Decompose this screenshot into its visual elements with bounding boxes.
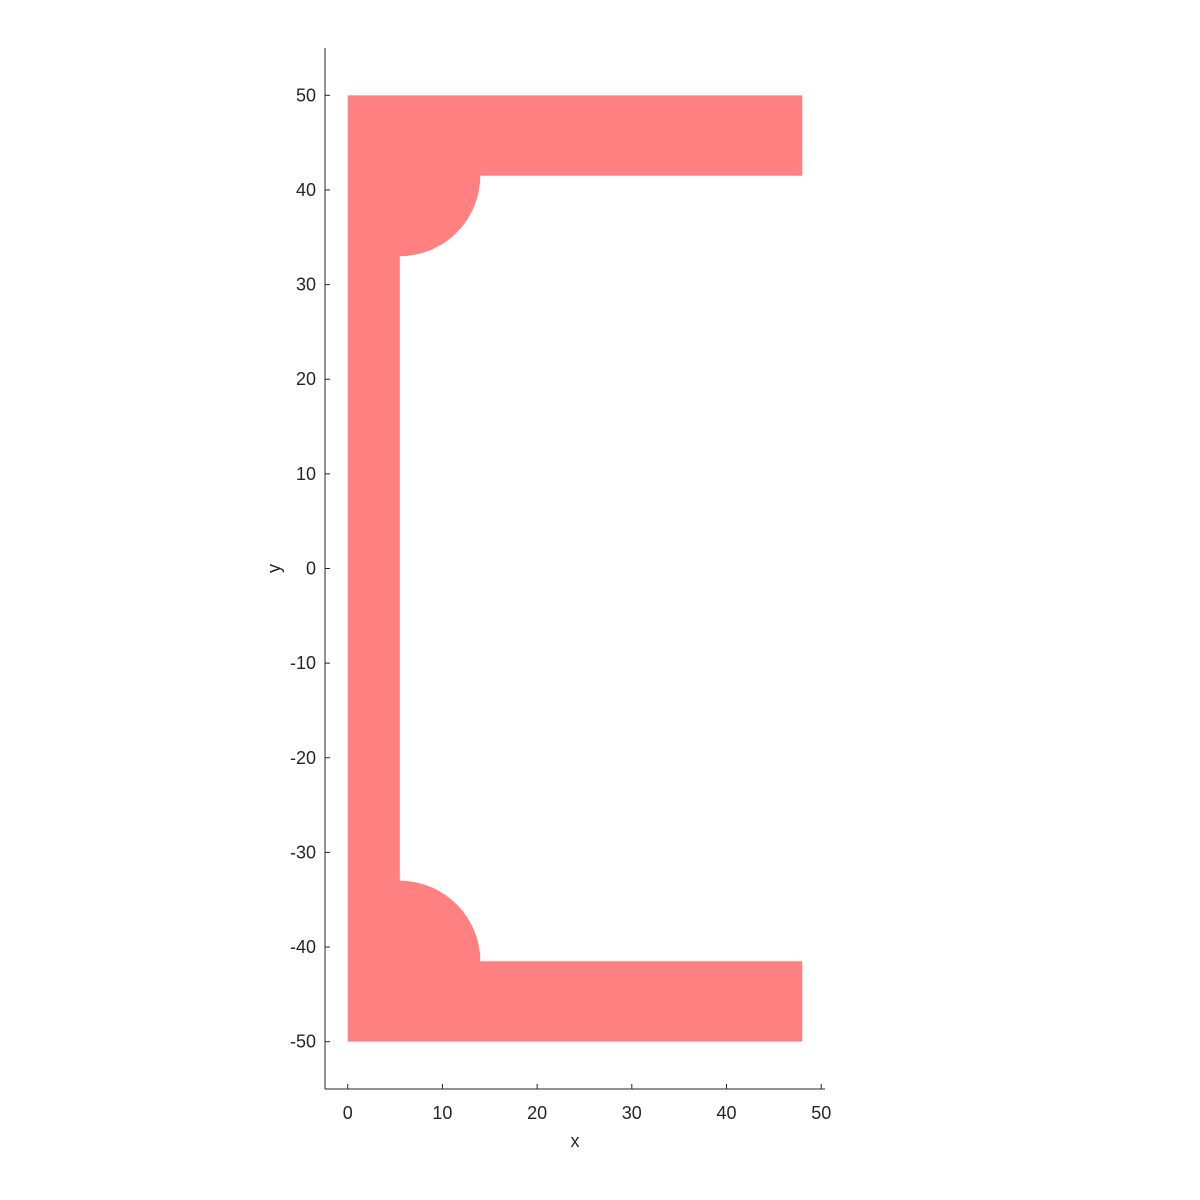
y-tick-label: 40 xyxy=(296,180,316,200)
y-tick-label: -10 xyxy=(290,653,316,673)
y-tick-label: 20 xyxy=(296,369,316,389)
y-tick-label: -30 xyxy=(290,842,316,862)
y-tick-label: 10 xyxy=(296,464,316,484)
y-tick-label: -40 xyxy=(290,937,316,957)
x-tick-label: 30 xyxy=(622,1103,642,1123)
y-tick-label: -20 xyxy=(290,748,316,768)
x-tick-label: 20 xyxy=(527,1103,547,1123)
x-tick-label: 10 xyxy=(432,1103,452,1123)
y-axis-label: y xyxy=(264,564,284,573)
x-tick-label: 50 xyxy=(811,1103,831,1123)
x-tick-label: 0 xyxy=(343,1103,353,1123)
y-tick-label: -50 xyxy=(290,1032,316,1052)
x-axis-label: x xyxy=(571,1131,580,1151)
y-tick-label: 0 xyxy=(306,559,316,579)
shape-layer xyxy=(348,95,803,1041)
channel-section xyxy=(348,95,803,1041)
x-tick-label: 40 xyxy=(716,1103,736,1123)
y-tick-label: 50 xyxy=(296,85,316,105)
y-tick-label: 30 xyxy=(296,275,316,295)
